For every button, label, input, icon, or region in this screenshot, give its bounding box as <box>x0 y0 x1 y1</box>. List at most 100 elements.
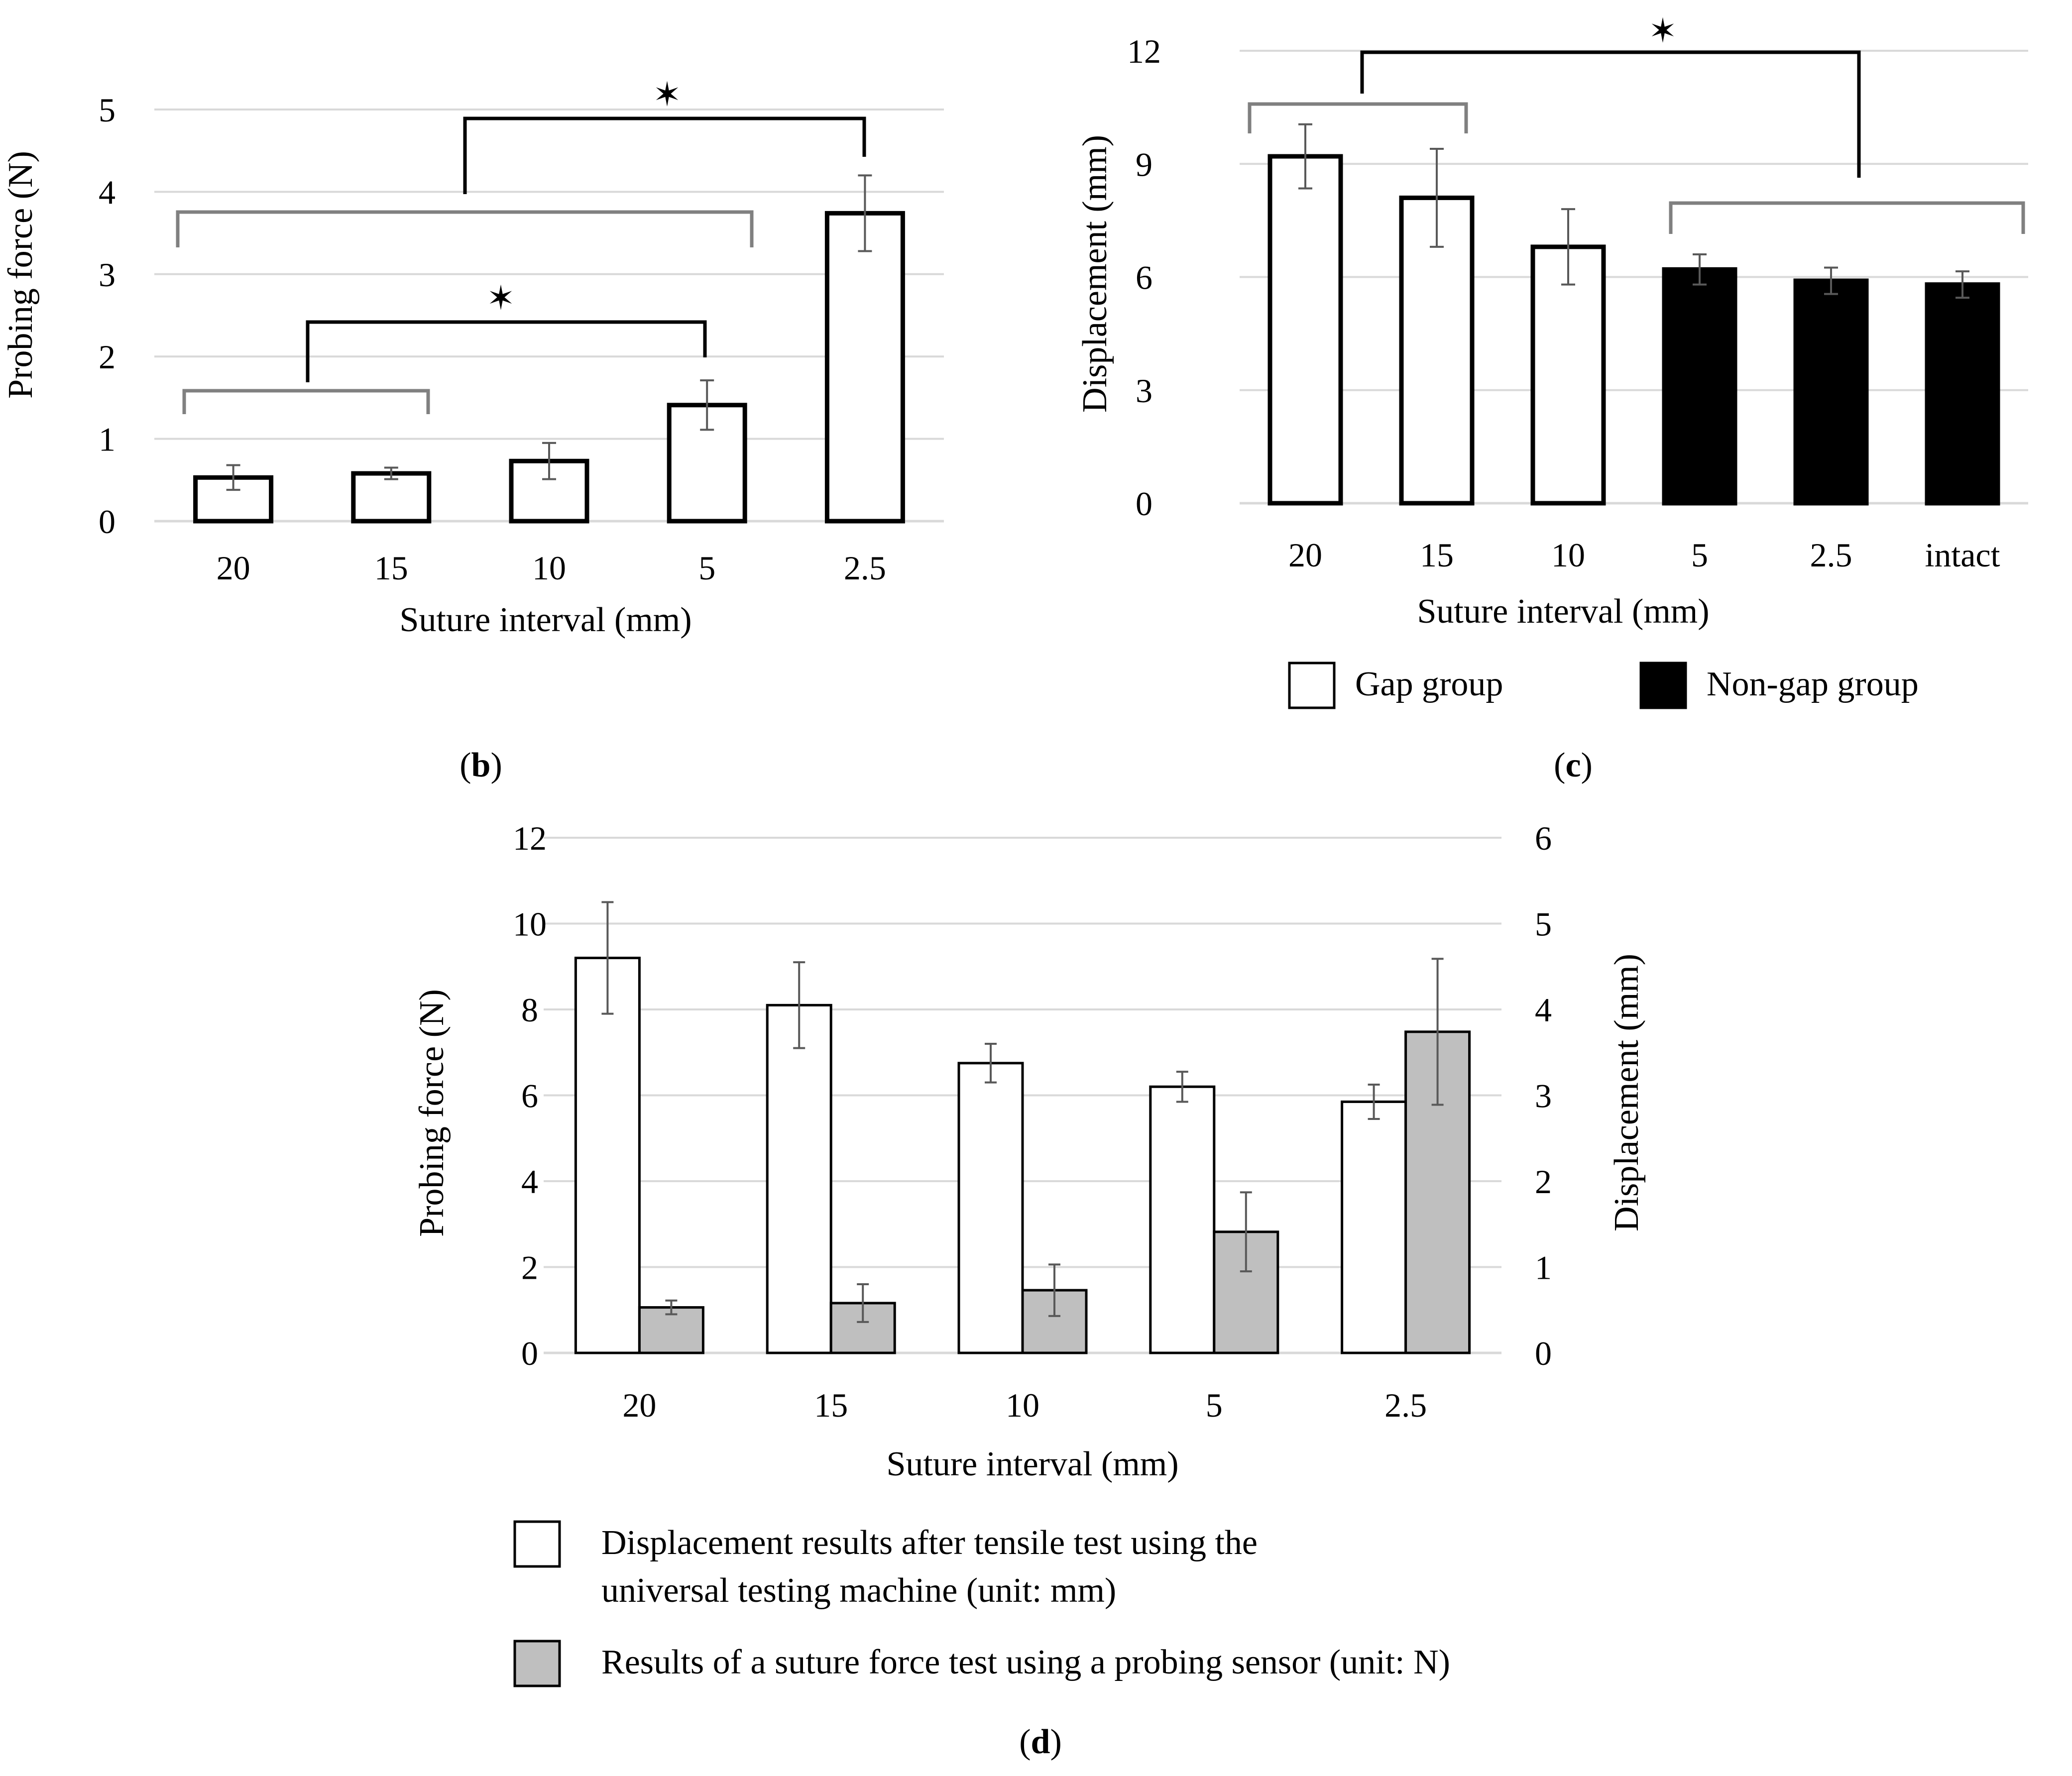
chart-b-error-bar-20 <box>226 464 240 491</box>
chart-c-bracket-gap-group <box>1248 102 1468 133</box>
chart-b-ylabel: Probing force (N) <box>1 151 40 399</box>
chart-d-legend: Displacement results after tensile test … <box>513 1520 1450 1687</box>
chart-b-y-tick-label: 3 <box>99 256 115 294</box>
chart-c-legend-swatch-gap <box>1288 662 1336 709</box>
chart-b-gridlines <box>154 109 944 523</box>
chart-b-error-bars <box>226 174 872 491</box>
chart-b-y-ticks: 0 1 2 3 4 5 <box>99 91 115 541</box>
chart-d-bar-displacement-10 <box>957 1062 1024 1354</box>
chart-c-bar-2.5 <box>1793 278 1869 506</box>
chart-d-error-bars <box>601 901 1444 1323</box>
chart-d-x-tick-label: 10 <box>1006 1386 1039 1424</box>
chart-c: 0 3 6 9 12 20 15 10 5 2.5 intact ✶ Displacement (… <box>1076 12 2028 784</box>
chart-c-sig-star: ✶ <box>1649 12 1677 50</box>
chart-b-error-bar-10 <box>542 442 556 480</box>
chart-b-error-bar-2.5 <box>858 174 872 252</box>
chart-c-y-tick-label: 3 <box>1136 372 1152 410</box>
chart-c-y-tick-label: 9 <box>1136 145 1152 183</box>
chart-d-y-tick-label-right: 6 <box>1535 819 1552 857</box>
chart-b-bracket-group-a <box>182 389 430 414</box>
chart-d-error-bar-probing-10 <box>1048 1263 1060 1317</box>
chart-b-x-tick-label: 2.5 <box>844 549 886 587</box>
chart-d-error-bar-displacement-20 <box>601 901 614 1015</box>
chart-c-ylabel: Displacement (mm) <box>1076 135 1114 413</box>
chart-b-error-bar-15 <box>384 466 398 480</box>
chart-c-significance: ✶ <box>1248 12 2025 234</box>
chart-d-y-tick-label-right: 0 <box>1535 1334 1552 1372</box>
chart-d-y-tick-label-left: 2 <box>521 1249 538 1287</box>
chart-d-y-tick-label-right: 4 <box>1535 991 1552 1029</box>
chart-c-x-tick-label: 5 <box>1691 536 1708 574</box>
chart-d-x-ticks: 20 15 10 5 2.5 <box>622 1386 1427 1424</box>
chart-d-legend-probing-line-1: Results of a suture force test using a p… <box>601 1643 1450 1681</box>
chart-c-legend-gap-label: Gap group <box>1355 665 1503 703</box>
chart-c-y-tick-label: 0 <box>1136 485 1152 523</box>
chart-d-y-tick-label-left: 0 <box>521 1334 538 1372</box>
chart-d-y-tick-label-right: 2 <box>1535 1163 1552 1201</box>
chart-c-x-tick-label: 2.5 <box>1810 536 1852 574</box>
chart-c-bar-5 <box>1662 267 1737 506</box>
chart-d-x-tick-label: 20 <box>622 1386 656 1424</box>
chart-c-panel-label: (c) <box>1554 746 1593 784</box>
chart-b-x-tick-label: 20 <box>217 549 250 587</box>
chart-c-bracket-non-gap-group <box>1669 201 2025 234</box>
chart-d-legend-swatch-displacement <box>513 1520 561 1568</box>
chart-d-x-tick-label: 2.5 <box>1384 1386 1427 1424</box>
chart-c-error-bars <box>1298 123 1969 299</box>
chart-c-error-bar-intact <box>1956 270 1969 299</box>
chart-b-error-bar-5 <box>700 379 714 431</box>
chart-d-y-tick-label-left: 6 <box>521 1077 538 1115</box>
chart-b-y-tick-label: 0 <box>99 503 115 541</box>
chart-d-xlabel: Suture interval (mm) <box>886 1445 1178 1483</box>
chart-c-bracket-sig <box>1360 50 1861 178</box>
chart-d-error-bar-displacement-10 <box>985 1043 997 1084</box>
chart-b-y-tick-label: 4 <box>99 173 115 211</box>
chart-b-bar-15 <box>351 471 432 524</box>
chart-d-y-tick-label-left: 10 <box>513 905 547 943</box>
chart-d-error-bar-displacement-5 <box>1176 1071 1188 1103</box>
chart-d-x-tick-label: 5 <box>1206 1386 1223 1424</box>
chart-d-error-bar-probing-5 <box>1240 1191 1252 1273</box>
chart-b-bracket-sig-2 <box>463 116 866 194</box>
chart-b-x-tick-label: 10 <box>532 549 566 587</box>
chart-c-legend-swatch-non-gap <box>1639 662 1687 709</box>
chart-c-xlabel: Suture interval (mm) <box>1417 592 1709 631</box>
chart-d-error-bar-probing-15 <box>857 1283 869 1323</box>
chart-b-bar-2.5 <box>824 211 905 524</box>
chart-d-y-tick-label-left: 8 <box>521 991 538 1029</box>
chart-c-error-bar-10 <box>1561 208 1575 286</box>
chart-d-y-tick-label-right: 3 <box>1535 1077 1552 1115</box>
chart-c-x-tick-label: 10 <box>1551 536 1585 574</box>
chart-c-y-tick-label: 6 <box>1136 259 1152 297</box>
chart-d-error-bar-displacement-15 <box>793 961 806 1049</box>
chart-d-bar-displacement-15 <box>766 1003 832 1354</box>
chart-d-error-bar-probing-2.5 <box>1431 958 1444 1106</box>
chart-d-y-ticks-left: 0 2 4 6 8 10 12 <box>513 819 547 1372</box>
chart-c-y-tick-label: 12 <box>1127 32 1161 70</box>
chart-d-legend-displacement-line-2: universal testing machine (unit: mm) <box>601 1571 1116 1610</box>
chart-c-x-tick-label: intact <box>1925 536 2000 574</box>
chart-d-error-bar-displacement-2.5 <box>1368 1083 1380 1120</box>
chart-b-significance: ✶ ✶ <box>176 76 866 414</box>
chart-d-y-tick-label-left: 4 <box>521 1163 538 1201</box>
chart-b-panel-label: (b) <box>460 746 502 784</box>
chart-d-panel-label: (d) <box>1019 1723 1062 1761</box>
chart-c-x-tick-label: 15 <box>1420 536 1454 574</box>
chart-d-legend-displacement-line-1: Displacement results after tensile test … <box>601 1524 1258 1562</box>
chart-c-bar-intact <box>1925 282 2000 506</box>
chart-c-y-ticks: 0 3 6 9 12 <box>1127 32 1161 523</box>
chart-b-y-tick-label: 5 <box>99 91 115 129</box>
chart-d-bar-displacement-20 <box>574 957 641 1354</box>
chart-d-bar-displacement-2.5 <box>1341 1100 1407 1354</box>
chart-c-legend-non-gap-label: Non-gap group <box>1707 665 1919 703</box>
chart-b-xlabel: Suture interval (mm) <box>399 601 691 639</box>
chart-b-sig-star-2: ✶ <box>653 76 682 113</box>
chart-c-x-tick-label: 20 <box>1288 536 1322 574</box>
chart-b-y-tick-label: 1 <box>99 421 115 458</box>
chart-d-y-tick-label-right: 1 <box>1535 1249 1552 1287</box>
chart-d-bar-displacement-5 <box>1149 1085 1216 1354</box>
chart-c-error-bar-15 <box>1430 147 1444 248</box>
